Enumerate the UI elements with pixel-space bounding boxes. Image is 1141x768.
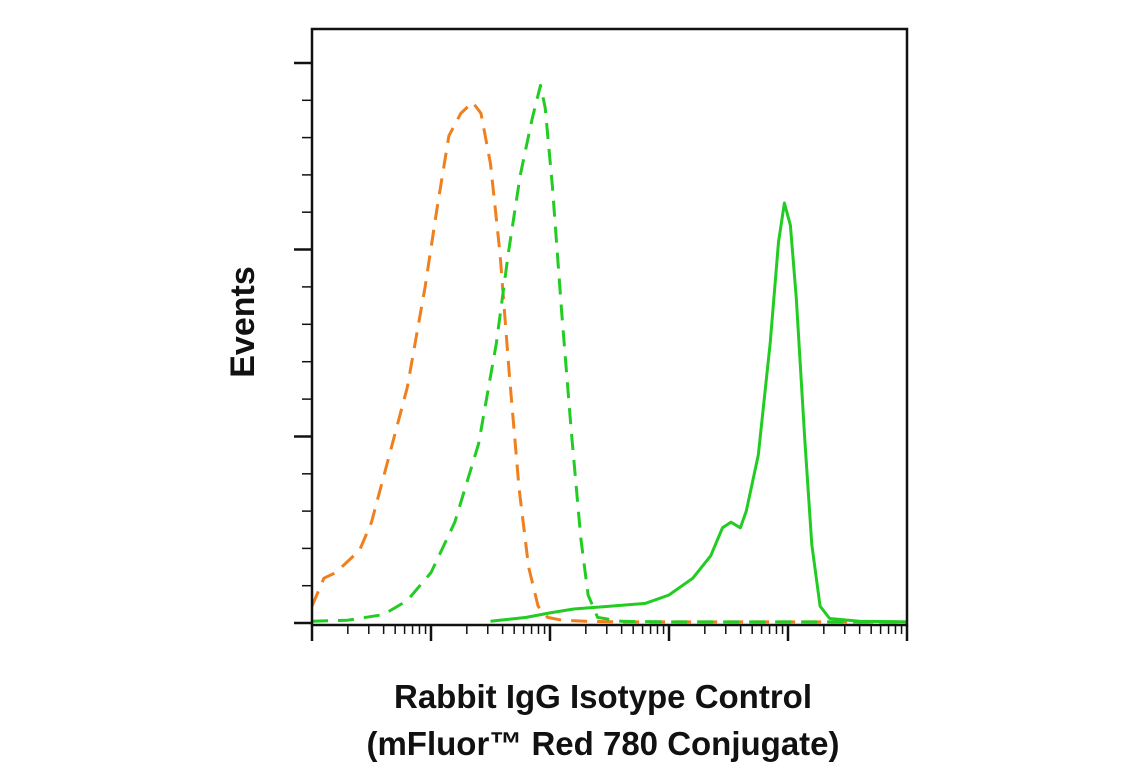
series-lines	[310, 83, 908, 624]
series-line-3	[490, 201, 908, 624]
y-axis-label: Events	[224, 266, 262, 378]
y-axis-ticks	[294, 61, 312, 625]
series-line-2	[311, 83, 907, 624]
x-axis-label-line-1: Rabbit IgG Isotype Control	[394, 678, 812, 715]
x-axis-ticks	[310, 625, 909, 641]
plot-frame	[310, 27, 909, 627]
x-axis-label-line-2: (mFluor™ Red 780 Conjugate)	[366, 725, 839, 762]
series-line-1	[310, 100, 907, 624]
